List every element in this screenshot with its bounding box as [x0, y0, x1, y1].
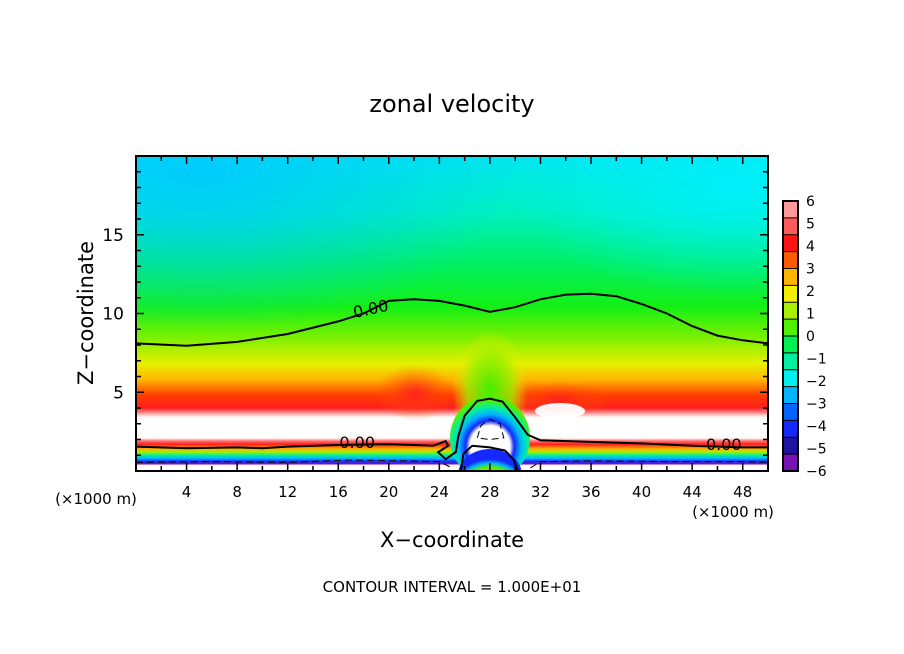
y-tick-labels: 5 10 15	[102, 226, 124, 404]
colorbar: 6 5 4 3 2 1 0 −1 −2 −3 −4 −5 −6	[782, 194, 827, 480]
x-tick-label: 44	[683, 483, 702, 501]
colorbar-band	[783, 251, 798, 269]
colorbar-tick-label: 2	[806, 284, 815, 300]
field-red-lobe-right	[510, 382, 610, 418]
colorbar-band	[783, 369, 798, 388]
negative-contour-cell	[476, 418, 505, 441]
colorbar-tick-label: 5	[806, 217, 815, 233]
colorbar-band	[783, 437, 798, 455]
colorbar-band	[783, 201, 798, 219]
colorbar-tick-label: 3	[806, 262, 815, 278]
y-tick-label: 15	[102, 226, 124, 246]
colorbar-band	[783, 234, 798, 253]
colorbar-band	[783, 217, 798, 236]
x-tick-labels: 4 8 12 16 20 24 28 32 36 40 44 48	[182, 483, 752, 501]
chart-title: zonal velocity	[369, 90, 534, 118]
colorbar-tick-label: −3	[806, 397, 827, 413]
y-units-label: (×1000 m)	[55, 490, 137, 508]
negative-contour-right	[530, 460, 768, 469]
field-sky-right	[136, 156, 768, 471]
colorbar-band	[783, 420, 798, 438]
field-red-lobe-left	[375, 365, 455, 421]
upper-zero-contour	[136, 292, 768, 347]
field-lower-cell	[458, 449, 522, 471]
x-tick-label: 32	[531, 483, 550, 501]
colorbar-band	[783, 386, 798, 404]
field-white-patch-right	[535, 403, 585, 419]
x-tick-label: 28	[480, 483, 499, 501]
colorbar-band	[783, 285, 798, 303]
colorbar-tick-label: 6	[806, 194, 815, 210]
field-negative-cell	[450, 396, 530, 471]
y-tick-label: 5	[113, 383, 124, 403]
contour-lines	[136, 292, 768, 471]
colorbar-band	[783, 403, 798, 421]
colorbar-tick-label: −2	[806, 374, 827, 390]
colorbar-band	[783, 302, 798, 320]
colorbar-band	[783, 336, 798, 354]
colorbar-tick-label: −5	[806, 442, 827, 458]
colorbar-frame	[782, 200, 799, 472]
colorbar-band	[783, 268, 798, 286]
x-axis-label: X−coordinate	[380, 528, 524, 552]
x-tick-label: 8	[232, 483, 242, 501]
colorbar-tick-label: −6	[806, 464, 827, 480]
x-tick-label: 4	[182, 483, 192, 501]
x-tick-label: 16	[329, 483, 348, 501]
x-tick-label: 20	[379, 483, 398, 501]
colorbar-tick-label: 1	[806, 307, 815, 323]
colorbar-band	[783, 319, 798, 337]
contour-label: 0.00	[339, 433, 375, 452]
x-tick-label: 40	[632, 483, 651, 501]
negative-contour-left	[136, 459, 453, 469]
contour-label: 0.00	[706, 435, 742, 454]
lower-zero-contour-left	[136, 397, 768, 461]
contour-interval-footer: CONTOUR INTERVAL = 1.000E+01	[323, 578, 582, 596]
y-tick-label: 10	[102, 305, 124, 325]
x-tick-label: 36	[581, 483, 600, 501]
axis-ticks	[136, 156, 768, 471]
inner-zero-contour	[459, 444, 519, 471]
colorbar-tick-label: 0	[806, 329, 815, 345]
contour-field: 0.000.00 0.00	[136, 156, 768, 471]
colorbar-tick-label: −1	[806, 352, 827, 368]
x-tick-label: 24	[430, 483, 449, 501]
y-axis-label: Z−coordinate	[74, 241, 98, 385]
colorbar-band	[783, 454, 798, 472]
x-tick-label: 12	[278, 483, 297, 501]
colorbar-tick-label: 4	[806, 239, 815, 255]
x-tick-label: 48	[733, 483, 752, 501]
colorbar-band	[783, 352, 798, 371]
colorbar-tick-label: −4	[806, 419, 827, 435]
x-units-label: (×1000 m)	[692, 503, 774, 521]
